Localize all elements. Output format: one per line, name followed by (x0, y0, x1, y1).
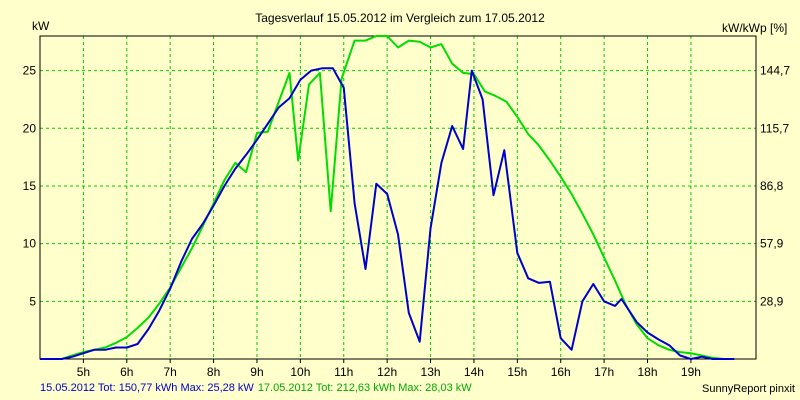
footer-credit: SunnyReport pinxit (702, 383, 795, 395)
x-tick-label: 15h (507, 365, 527, 379)
footer-legend: 15.05.2012 Tot: 150,77 kWh Max: 25,28 kW… (40, 382, 472, 394)
x-tick-label: 9h (250, 365, 263, 379)
y-right-tick-label: 57,9 (760, 237, 784, 251)
x-tick-label: 17h (594, 365, 614, 379)
footer-series-2-summary: 17.05.2012 Tot: 212,63 kWh Max: 28,03 kW (258, 382, 472, 394)
series-line-2 (40, 35, 735, 360)
x-tick-label: 11h (334, 365, 353, 379)
series-lines (40, 35, 735, 360)
y-axis-right-label: kW/kWp [%] (722, 21, 787, 35)
x-tick-label: 16h (551, 365, 571, 379)
x-tick-label: 10h (290, 365, 310, 379)
x-tick-label: 8h (207, 365, 220, 379)
y-right-tick-label: 28,9 (760, 294, 784, 308)
y-left-tick-label: 10 (23, 237, 37, 251)
y-left-tick-label: 25 (23, 64, 37, 78)
x-tick-label: 7h (164, 365, 177, 379)
x-tick-label: 5h (77, 365, 90, 379)
x-tick-label: 19h (681, 365, 701, 379)
y-right-tick-label: 144,7 (760, 64, 790, 78)
y-left-tick-label: 15 (23, 179, 37, 193)
chart-title: Tagesverlauf 15.05.2012 im Vergleich zum… (255, 11, 545, 25)
x-tick-label: 14h (464, 365, 484, 379)
y-axis-left-label: kW (32, 19, 50, 33)
x-tick-label: 18h (637, 365, 657, 379)
y-axis-left-ticks: 5 10 15 20 25 (23, 64, 37, 309)
plot-frame (39, 35, 757, 360)
y-right-tick-label: 115,7 (760, 121, 789, 135)
y-axis-right-ticks: 28,9 57,9 86,8 115,7 144,7 (760, 64, 790, 309)
footer-series-1-summary: 15.05.2012 Tot: 150,77 kWh Max: 25,28 kW (40, 382, 254, 394)
series-line-1 (40, 67, 735, 360)
y-right-tick-label: 86,8 (760, 179, 784, 193)
y-left-tick-label: 5 (29, 294, 36, 308)
grid (40, 36, 756, 359)
x-axis-ticks: 5h 6h 7h 8h 9h 10h 11h 12h 13h 14h 15h 16h 17h 18h 19h (77, 359, 701, 379)
x-tick-label: 12h (377, 365, 397, 379)
x-tick-label: 13h (421, 365, 441, 379)
x-tick-label: 6h (120, 365, 133, 379)
y-left-tick-label: 20 (23, 121, 37, 135)
